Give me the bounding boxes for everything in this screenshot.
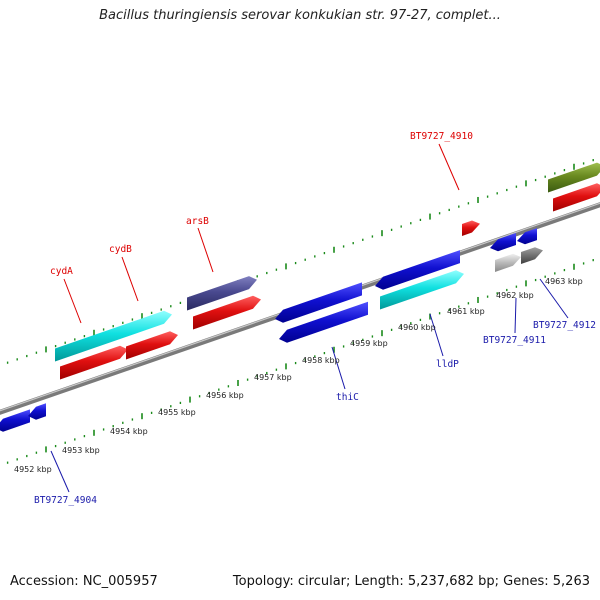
scale-label: 4953 kbp bbox=[62, 446, 100, 455]
gene-features bbox=[0, 162, 600, 432]
tick-row-lower bbox=[6, 259, 594, 464]
leader-line bbox=[331, 346, 346, 390]
scale-label: 4957 kbp bbox=[254, 373, 292, 382]
gene-label-bt9727-4904: BT9727_4904 bbox=[34, 495, 97, 506]
leader-line bbox=[121, 256, 139, 302]
scale-label: 4959 kbp bbox=[350, 339, 388, 348]
gene-feature bbox=[55, 310, 172, 362]
scale-label: 4963 kbp bbox=[545, 277, 583, 286]
gene-feature bbox=[187, 276, 257, 311]
gene-feature bbox=[553, 183, 600, 212]
gene-label-cyda: cydA bbox=[50, 266, 73, 277]
genome-map: cydA cydB arsB BT9727_4910 BT9727_4904 t… bbox=[0, 131, 600, 506]
scale-label: 4961 kbp bbox=[447, 307, 485, 316]
leader-line bbox=[429, 313, 444, 357]
scale-label: 4955 kbp bbox=[158, 408, 196, 417]
gene-feature bbox=[60, 345, 128, 380]
gene-label-bt9727-4911: BT9727_4911 bbox=[483, 335, 546, 346]
gene-feature bbox=[462, 220, 480, 236]
scale-label: 4960 kbp bbox=[398, 323, 436, 332]
gene-feature bbox=[275, 282, 362, 323]
gene-leader-lines bbox=[50, 143, 569, 493]
gene-feature bbox=[0, 409, 30, 432]
gene-label-cydb: cydB bbox=[109, 244, 132, 255]
leader-line bbox=[438, 143, 460, 191]
gene-label-bt9727-4912: BT9727_4912 bbox=[533, 320, 596, 331]
leader-line bbox=[514, 297, 517, 334]
leader-line bbox=[539, 278, 569, 319]
scale-label: 4958 kbp bbox=[302, 356, 340, 365]
map-title: Bacillus thuringiensis serovar konkukian… bbox=[99, 8, 501, 23]
gene-label-thic: thiC bbox=[336, 392, 359, 403]
scale-label: 4954 kbp bbox=[110, 427, 148, 436]
gene-feature bbox=[521, 247, 543, 264]
gene-feature bbox=[380, 270, 464, 310]
gene-feature bbox=[279, 301, 368, 343]
gene-feature bbox=[517, 228, 537, 245]
leader-line bbox=[197, 227, 214, 273]
footer-accession: Accession: NC_005957 bbox=[10, 574, 158, 589]
gene-feature bbox=[126, 331, 178, 360]
gene-labels: cydA cydB arsB BT9727_4910 BT9727_4904 t… bbox=[34, 131, 596, 506]
gene-feature bbox=[490, 233, 516, 252]
scale-label: 4962 kbp bbox=[496, 291, 534, 300]
scale-label: 4956 kbp bbox=[206, 391, 244, 400]
gene-feature bbox=[495, 253, 521, 272]
leader-line bbox=[50, 450, 70, 493]
gene-feature bbox=[548, 162, 600, 193]
leader-line bbox=[63, 278, 82, 324]
gene-label-bt9727-4910: BT9727_4910 bbox=[410, 131, 473, 142]
gene-label-lldp: lldP bbox=[436, 359, 459, 370]
gene-feature bbox=[375, 250, 460, 290]
gene-label-arsb: arsB bbox=[186, 216, 209, 227]
gene-feature bbox=[193, 295, 261, 330]
scale-label: 4952 kbp bbox=[14, 465, 52, 474]
footer-topology: Topology: circular; Length: 5,237,682 bp… bbox=[232, 574, 590, 589]
gene-feature bbox=[28, 403, 46, 420]
scale-labels: 4952 kbp 4953 kbp 4954 kbp 4955 kbp 4956… bbox=[14, 277, 583, 474]
